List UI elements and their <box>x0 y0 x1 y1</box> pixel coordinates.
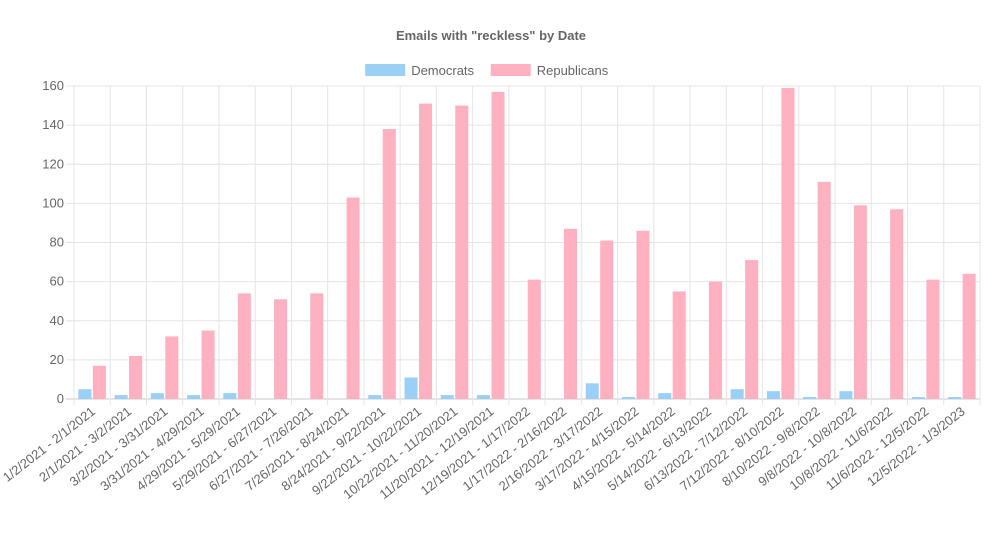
republicans-bar <box>201 330 215 399</box>
democrats-bar <box>839 391 853 399</box>
democrats-bar <box>440 395 454 399</box>
legend-swatch <box>490 64 531 76</box>
y-tick-label: 140 <box>42 117 64 132</box>
y-tick-label: 40 <box>50 313 64 328</box>
democrats-bar <box>78 389 92 399</box>
republicans-bar <box>310 293 324 399</box>
republicans-bar <box>346 197 360 399</box>
republicans-bar <box>491 91 505 400</box>
democrats-bar <box>150 393 164 399</box>
republicans-bar <box>745 260 759 399</box>
democrats-bar <box>803 397 817 399</box>
y-tick-label: 0 <box>57 391 64 406</box>
republicans-bar <box>129 355 143 399</box>
democrats-bar <box>621 397 635 399</box>
grid <box>66 85 981 405</box>
republicans-bar <box>817 181 831 399</box>
democrats-bar <box>368 395 382 399</box>
y-tick-label: 20 <box>50 352 64 367</box>
republicans-bar <box>853 205 867 399</box>
democrats-bar <box>585 383 599 399</box>
republicans-bar <box>962 273 976 399</box>
democrats-bar <box>223 393 237 399</box>
legend-label: Democrats <box>411 63 474 78</box>
legend-swatch <box>365 64 406 76</box>
republicans-bar <box>382 129 396 399</box>
y-axis: 0 20 40 60 80 100 120 140 160 <box>42 78 64 406</box>
republicans-bar <box>455 105 469 399</box>
democrats-bar <box>187 395 201 399</box>
y-tick-label: 60 <box>50 274 64 289</box>
republicans-bar <box>527 279 541 399</box>
republicans-bar <box>781 87 795 400</box>
republicans-bar <box>237 293 251 399</box>
democrats-bar <box>114 395 128 399</box>
republicans-bar <box>274 299 288 399</box>
republicans-bar <box>708 281 722 399</box>
republicans-bar <box>926 279 940 399</box>
democrats-bar <box>404 377 418 399</box>
republicans-bar <box>92 365 106 399</box>
bars <box>78 87 976 400</box>
democrats-bar <box>476 395 491 399</box>
democrats-bar <box>766 391 780 399</box>
y-tick-label: 100 <box>42 195 64 210</box>
legend: Democrats Republicans <box>365 63 609 78</box>
republicans-bar <box>563 228 578 399</box>
democrats-bar <box>730 389 744 399</box>
republicans-bar <box>419 103 433 399</box>
republicans-bar <box>672 291 686 399</box>
democrats-bar <box>948 397 962 399</box>
republicans-bar <box>600 240 614 399</box>
legend-label: Republicans <box>537 63 609 78</box>
republicans-bar <box>890 209 904 399</box>
y-tick-label: 120 <box>42 156 64 171</box>
chart-title: Emails with "reckless" by Date <box>396 28 586 43</box>
democrats-bar <box>658 393 672 399</box>
republicans-bar <box>165 336 179 399</box>
republicans-bar <box>636 230 650 399</box>
democrats-bar <box>911 397 925 399</box>
y-tick-label: 80 <box>50 235 64 250</box>
y-tick-label: 160 <box>42 78 64 93</box>
